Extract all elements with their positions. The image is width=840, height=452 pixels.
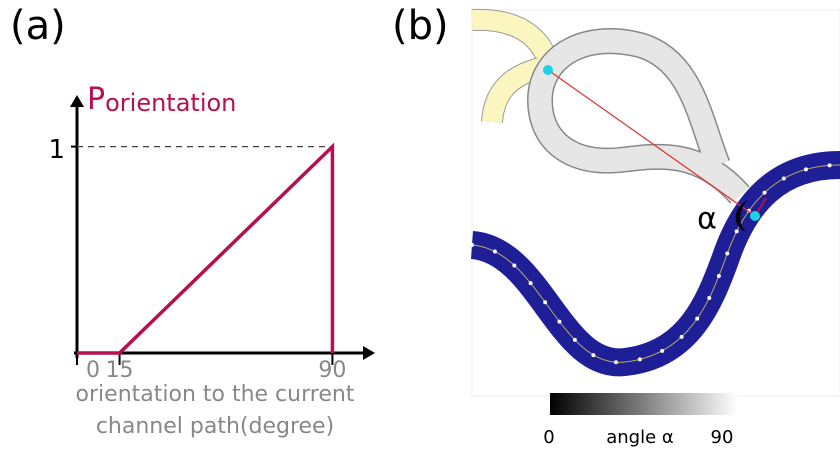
x-axis-label: channel path(degree) <box>96 414 334 439</box>
y-label-subscript: orientation <box>105 89 236 117</box>
colorbar-min: 0 <box>543 427 554 448</box>
y-tick-label: 1 <box>48 135 65 165</box>
colorbar-label: angle α <box>606 427 674 448</box>
y-label-main: P <box>87 82 105 117</box>
x-axis-label: orientation to the current <box>76 382 355 407</box>
y-axis-arrow <box>70 95 84 107</box>
panel-label: (a) <box>10 3 66 49</box>
colorbar-max: 90 <box>711 427 734 448</box>
x-axis-arrow <box>363 346 375 360</box>
y-axis-label: Porientation <box>87 82 236 118</box>
data-line <box>77 147 332 353</box>
angle-symbol: α <box>697 202 717 237</box>
x-tick-label: 0 <box>86 358 100 383</box>
x-tick-label: 90 <box>318 358 346 383</box>
x-tick-label: 15 <box>106 358 134 383</box>
panel-label: (b) <box>392 3 449 49</box>
channel-illustration <box>472 10 840 415</box>
figure: (a) (b) α 0 angle α 90 101590Porientatio… <box>0 0 840 452</box>
